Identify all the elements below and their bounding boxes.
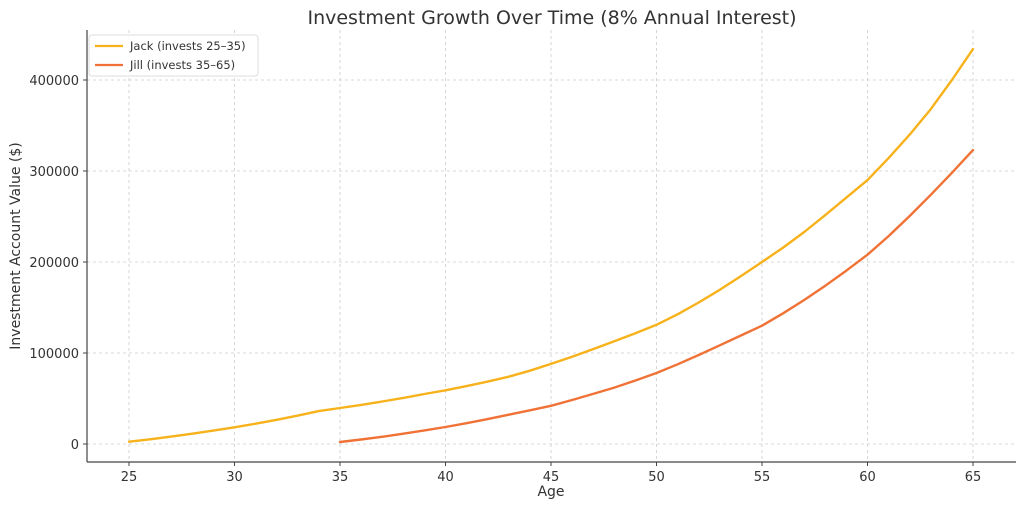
legend-label-jack: Jack (invests 25–35) (129, 39, 246, 53)
x-tick-label: 40 (437, 470, 454, 485)
y-tick-label: 400000 (29, 74, 79, 89)
x-tick-label: 30 (226, 470, 243, 485)
grid-lines (87, 30, 1016, 462)
legend-box (88, 34, 259, 77)
x-tick-label: 65 (965, 470, 982, 485)
legend-item-jack: Jack (invests 25–35) (95, 39, 246, 53)
legend-label-jill: Jill (invests 35–65) (129, 58, 235, 72)
y-axis-label: Investment Account Value ($) (8, 142, 24, 349)
series-line-jill (338, 148, 975, 444)
legend: Jack (invests 25–35) Jill (invests 35–65… (88, 34, 259, 77)
y-tick-label: 300000 (29, 165, 79, 180)
y-tick-label: 200000 (29, 256, 79, 271)
data-series (127, 47, 975, 444)
y-axis-ticks: 0 100000 200000 300000 400000 (29, 74, 87, 453)
x-tick-label: 45 (543, 470, 560, 485)
y-tick-label: 100000 (29, 347, 79, 362)
x-tick-label: 35 (332, 470, 349, 485)
x-tick-label: 25 (121, 470, 138, 485)
x-tick-label: 50 (648, 470, 665, 485)
legend-item-jill: Jill (invests 35–65) (95, 58, 235, 72)
x-axis-ticks: 25 30 35 40 45 50 55 60 65 (121, 462, 982, 485)
x-tick-label: 60 (859, 470, 876, 485)
x-tick-label: 55 (754, 470, 771, 485)
chart-title: Investment Growth Over Time (8% Annual I… (307, 7, 796, 29)
y-tick-label: 0 (71, 438, 79, 453)
series-line-jack (127, 47, 975, 443)
x-axis-label: Age (537, 484, 564, 500)
